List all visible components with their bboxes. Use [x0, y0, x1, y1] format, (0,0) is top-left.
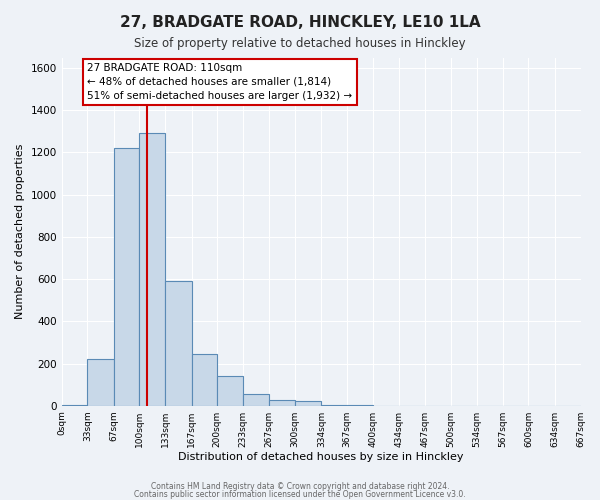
Bar — [88, 360, 114, 406]
Text: 27, BRADGATE ROAD, HINCKLEY, LE10 1LA: 27, BRADGATE ROAD, HINCKLEY, LE10 1LA — [119, 15, 481, 30]
Bar — [322, 404, 347, 406]
Text: Contains HM Land Registry data © Crown copyright and database right 2024.: Contains HM Land Registry data © Crown c… — [151, 482, 449, 491]
Bar — [243, 394, 269, 406]
Bar — [217, 376, 243, 406]
Bar — [165, 281, 191, 406]
Bar — [295, 402, 322, 406]
Text: 27 BRADGATE ROAD: 110sqm
← 48% of detached houses are smaller (1,814)
51% of sem: 27 BRADGATE ROAD: 110sqm ← 48% of detach… — [88, 62, 352, 100]
Text: Contains public sector information licensed under the Open Government Licence v3: Contains public sector information licen… — [134, 490, 466, 499]
Bar — [191, 354, 217, 406]
Bar — [347, 404, 373, 406]
Bar — [114, 148, 139, 406]
Text: Size of property relative to detached houses in Hinckley: Size of property relative to detached ho… — [134, 38, 466, 51]
Bar — [139, 134, 165, 406]
X-axis label: Distribution of detached houses by size in Hinckley: Distribution of detached houses by size … — [178, 452, 464, 462]
Y-axis label: Number of detached properties: Number of detached properties — [15, 144, 25, 320]
Bar — [62, 404, 88, 406]
Bar — [269, 400, 295, 406]
